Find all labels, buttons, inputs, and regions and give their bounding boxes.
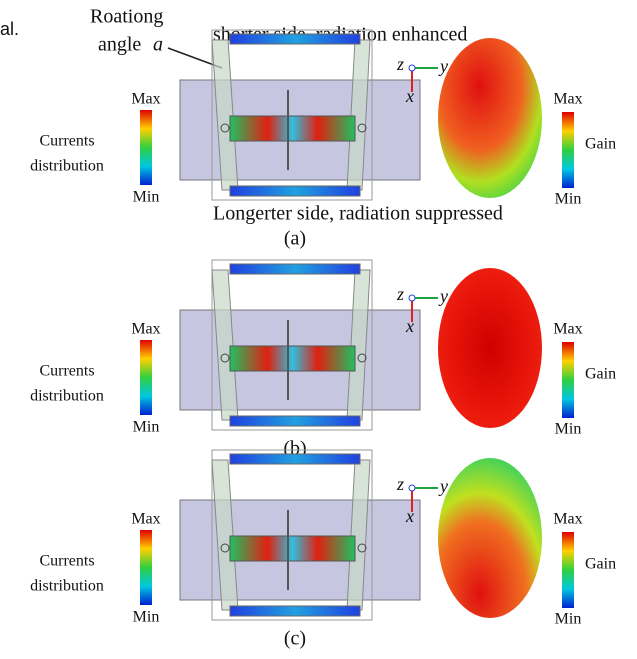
gain-max: Max (553, 511, 582, 528)
current-min: Min (133, 609, 160, 626)
current-title: distribution (30, 388, 104, 405)
current-min: Min (133, 419, 160, 436)
axis-z (409, 485, 415, 491)
axis-z-label: z (396, 474, 404, 494)
axis-z (409, 295, 415, 301)
current-colorbar (140, 530, 152, 605)
radiation-pattern (438, 268, 542, 428)
gain-max: Max (553, 91, 582, 108)
header-fragment: al. (0, 19, 19, 39)
gain-min: Min (555, 611, 582, 628)
current-title: Currents (39, 133, 94, 150)
axis-z-label: z (396, 284, 404, 304)
current-colorbar (140, 110, 152, 185)
bottom-strip (230, 416, 360, 426)
gain-colorbar (562, 112, 574, 188)
rotating-symbol: a (153, 34, 163, 56)
axis-x-label: x (405, 316, 414, 336)
gain-colorbar (562, 532, 574, 608)
gain-min: Min (555, 191, 582, 208)
current-title: Currents (39, 363, 94, 380)
rotating-label: angle (98, 34, 141, 56)
top-strip (230, 34, 360, 44)
current-max: Max (131, 91, 160, 108)
panel-label: (a) (284, 228, 306, 250)
axis-y-label: y (438, 56, 448, 76)
current-max: Max (131, 511, 160, 528)
panel-label: (c) (284, 628, 306, 650)
top-strip (230, 454, 360, 464)
radiation-pattern (438, 38, 542, 198)
radiator (230, 116, 355, 141)
axis-y-label: y (438, 286, 448, 306)
axis-y-label: y (438, 476, 448, 496)
current-title: distribution (30, 158, 104, 175)
bottom-note: Longerter side, radiation suppressed (213, 203, 503, 225)
gain-colorbar (562, 342, 574, 418)
bottom-strip (230, 606, 360, 616)
current-min: Min (133, 189, 160, 206)
current-title: distribution (30, 578, 104, 595)
current-max: Max (131, 321, 160, 338)
rotating-label: Roationg (90, 6, 163, 28)
axis-x-label: x (405, 506, 414, 526)
radiator (230, 346, 355, 371)
current-title: Currents (39, 553, 94, 570)
gain-max: Max (553, 321, 582, 338)
gain-title: Gain (585, 136, 616, 153)
radiation-pattern (438, 458, 542, 618)
axis-z-label: z (396, 54, 404, 74)
top-strip (230, 264, 360, 274)
gain-title: Gain (585, 366, 616, 383)
figure: al. Roationg angle a shorter side, radia… (0, 0, 637, 659)
current-colorbar (140, 340, 152, 415)
axis-x-label: x (405, 86, 414, 106)
radiator (230, 536, 355, 561)
gain-min: Min (555, 421, 582, 438)
bottom-strip (230, 186, 360, 196)
gain-title: Gain (585, 556, 616, 573)
axis-z (409, 65, 415, 71)
